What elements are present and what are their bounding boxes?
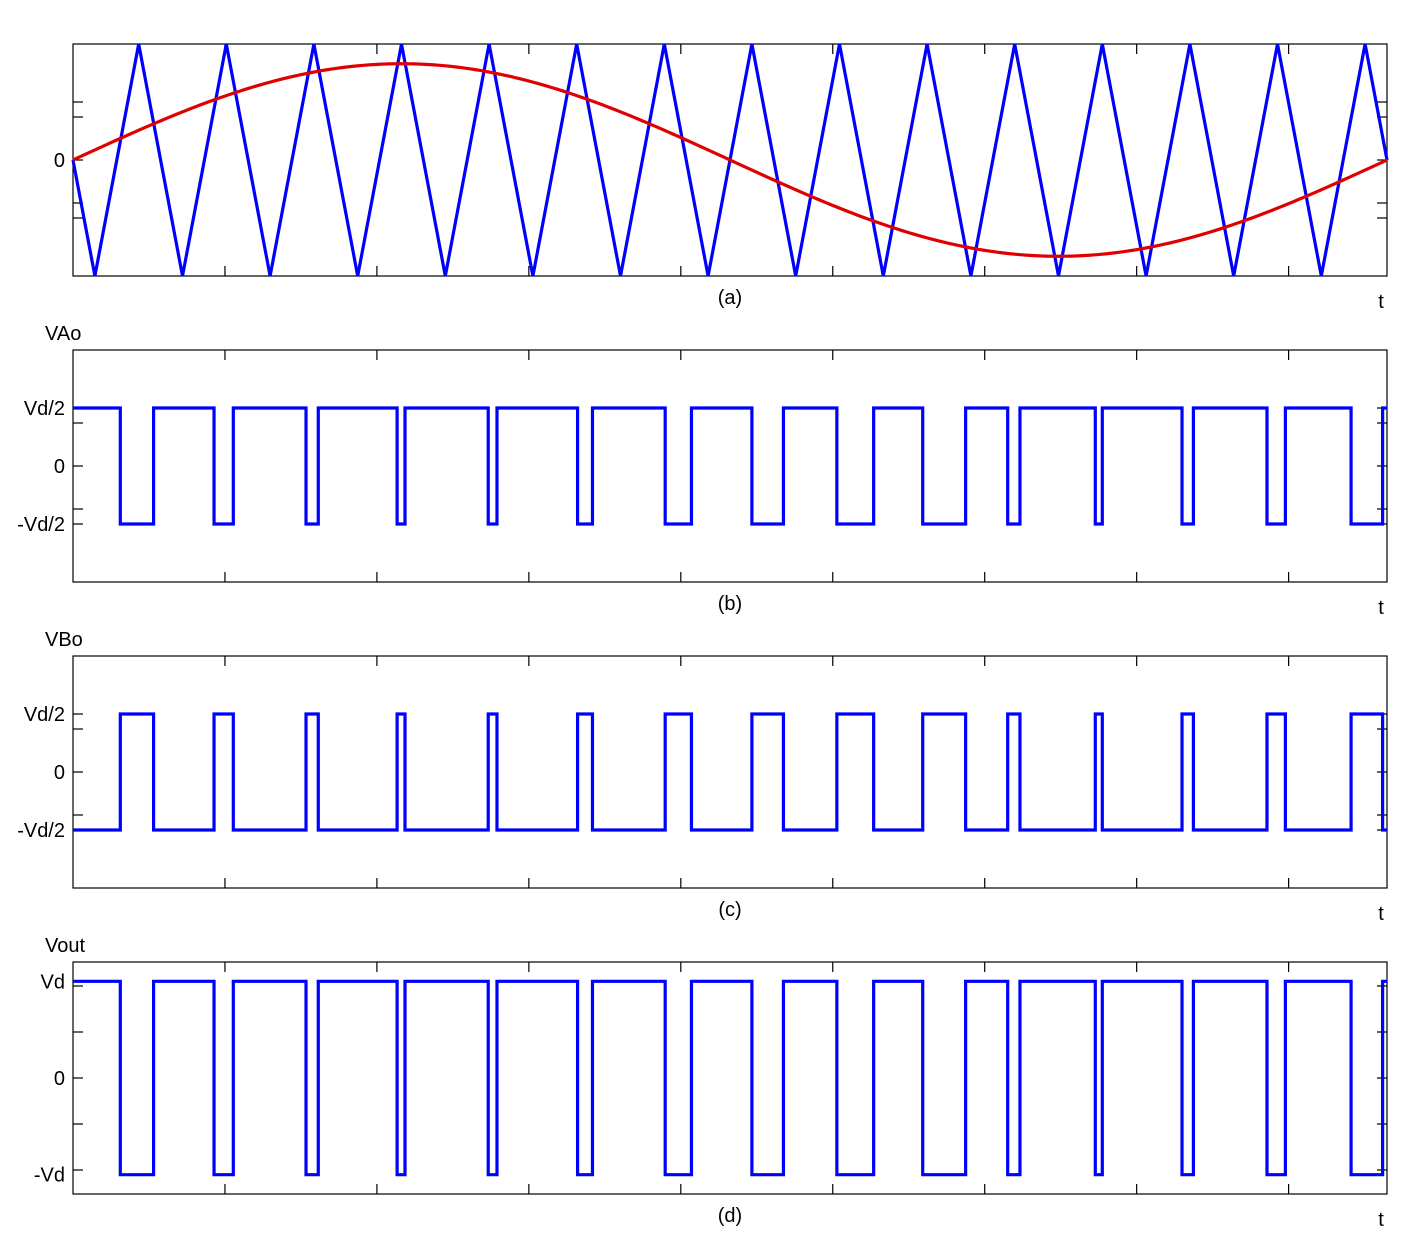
y-tick-label: Vd: [41, 971, 65, 993]
plot-frame: [72, 961, 1388, 1195]
chart-panel-b: Vd/2 0 -Vd/2 (b) t VAo: [17, 323, 1388, 619]
y-tick-label: Vd/2: [24, 704, 65, 726]
series-line-step: [73, 406, 1387, 526]
chart-panel-d: Vd 0 -Vd (d) t Vout: [34, 935, 1388, 1231]
series-line-step: [73, 712, 1387, 832]
chart-panel-c: Vd/2 0 -Vd/2 (c) t VBo: [17, 629, 1388, 925]
y-axis-title: Vout: [45, 935, 85, 957]
plot-frame: [72, 655, 1388, 889]
x-axis-label: t: [1378, 291, 1384, 313]
chart-panel-a: 0 (a) t: [54, 43, 1389, 313]
y-tick-label: -Vd: [34, 1165, 65, 1187]
y-tick-label: Vd/2: [24, 398, 65, 420]
y-tick-label: -Vd/2: [17, 514, 65, 536]
y-tick-label: 0: [54, 150, 65, 172]
series-line-reference-sine: [72, 62, 1388, 258]
plot-frame: [72, 349, 1388, 583]
x-axis-label: t: [1378, 1209, 1384, 1231]
x-axis-label: t: [1378, 903, 1384, 925]
y-tick-label: -Vd/2: [17, 820, 65, 842]
y-tick-label: 0: [54, 1068, 65, 1090]
x-axis-label: t: [1378, 597, 1384, 619]
series-line-step: [73, 979, 1387, 1177]
y-axis-title: VBo: [45, 629, 83, 651]
panel-caption: (d): [718, 1205, 742, 1227]
y-axis-title: VAo: [45, 323, 81, 345]
y-tick-label: 0: [54, 762, 65, 784]
panel-caption: (b): [718, 593, 742, 615]
y-tick-label: 0: [54, 456, 65, 478]
panel-caption: (a): [718, 287, 742, 309]
panel-caption: (c): [718, 899, 741, 921]
